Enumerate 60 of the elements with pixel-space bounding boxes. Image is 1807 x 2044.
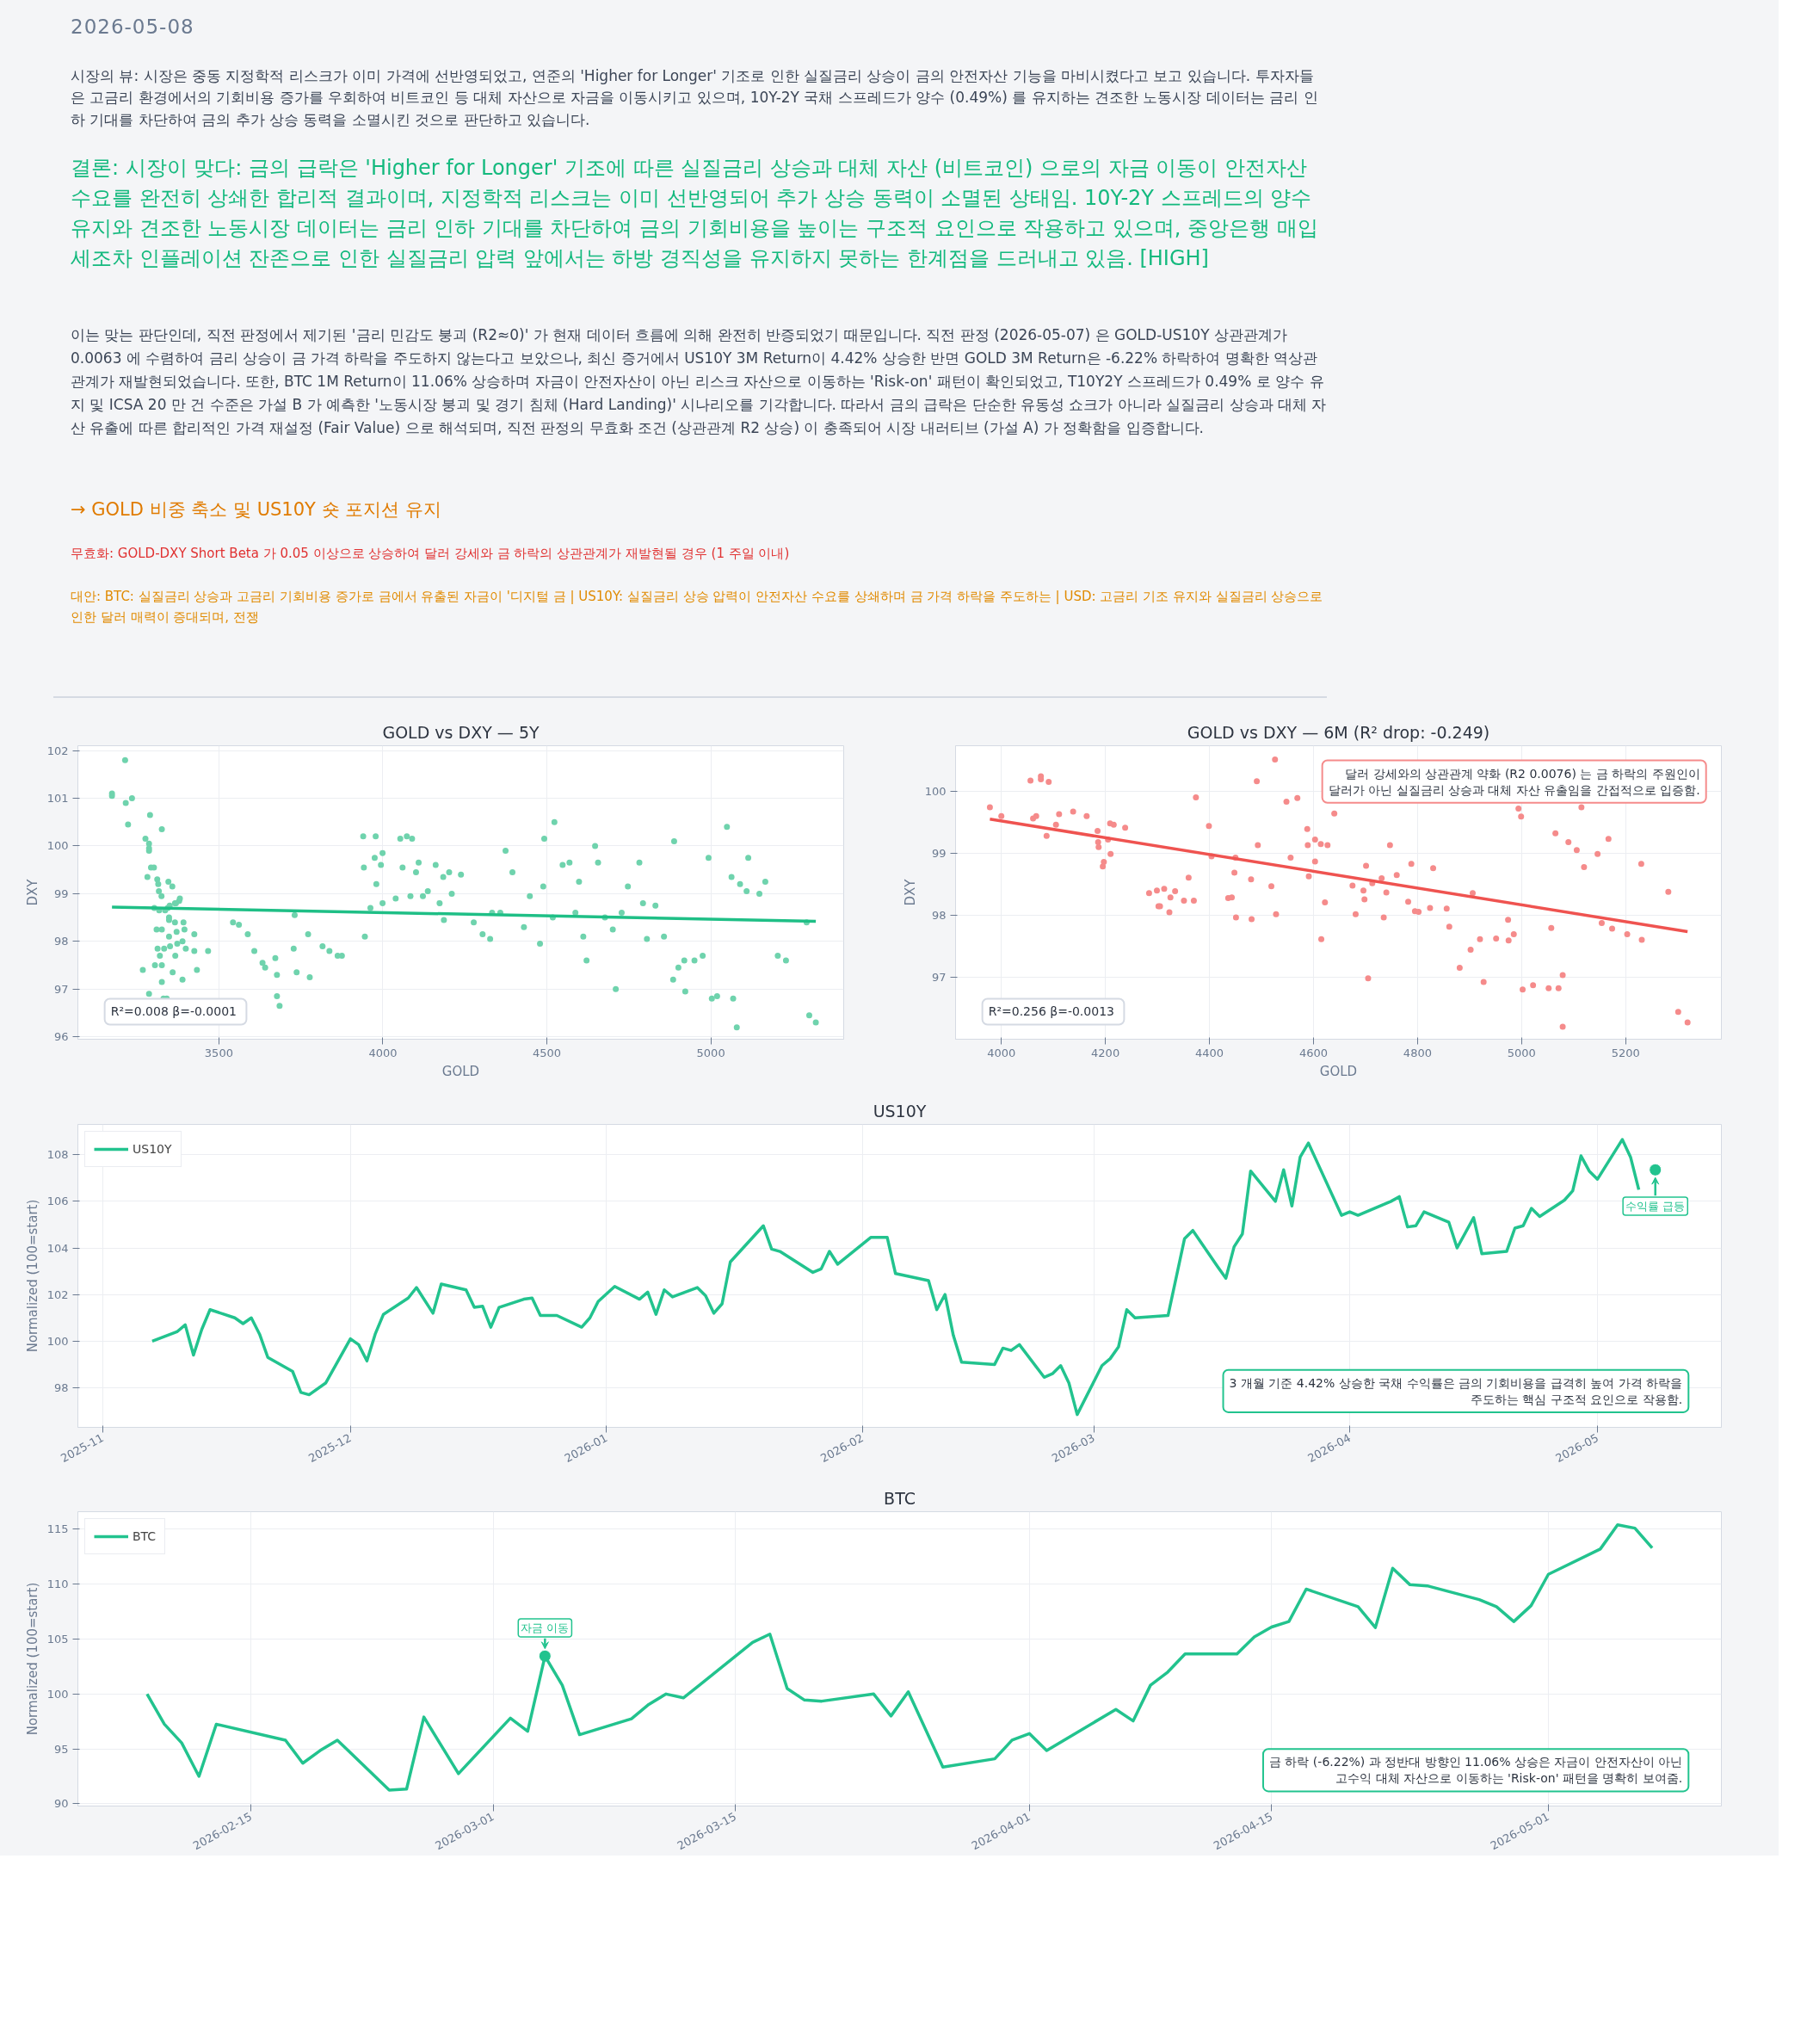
y-tick-label: 108 [46,1148,69,1162]
x-axis-title: GOLD [441,1063,480,1079]
text: 2026-05-08 [71,15,195,40]
x-tick-label: 4600 [1298,1046,1329,1059]
y-tick-label: 97 [931,971,947,985]
y-axis-title: Normalized (100=start) [24,1582,40,1736]
y-tick-label: 102 [46,744,69,757]
y-tick-label: 99 [931,846,947,860]
text: 무효화: GOLD-DXY Short Beta 가 0.05 이상으로 상승하여 달러 강세와 금 하락의 상관관계가 재발현될 경우 (1 주일 이내) [71,545,791,564]
chart-title: US10Y [873,1101,927,1121]
y-tick-label: 105 [46,1632,69,1646]
y-tick-label: 106 [46,1195,69,1208]
y-tick-label: 115 [46,1522,69,1536]
text: → GOLD 비중 축소 및 US10Y 숏 포지션 유지 [71,498,442,522]
annotation: 달러 강세와의 상관관계 약화 (R2 0.0076) 는 금 하락의 주원인이 달러가 아닌 실질금리 상승과 대체 자산 유출임을 간접적으로 입증함. [1328,766,1700,797]
annotation: R²=0.256 β=-0.0013 [988,1004,1114,1019]
y-tick-label: 98 [931,909,947,923]
x-tick-label: 4000 [368,1046,398,1059]
y-tick-label: 97 [53,982,69,996]
y-axis-title: Normalized (100=start) [24,1199,40,1353]
y-tick-label: 98 [53,935,69,948]
y-tick-label: 96 [53,1030,69,1044]
x-tick-label: 4800 [1403,1046,1432,1059]
annotation: 3 개월 기준 4.42% 상승한 국채 수익률은 금의 기회비용을 급격히 높여 가격 하락을 주도하는 핵심 구조적 요인으로 작용함. [1229,1375,1683,1406]
x-tick-label: 3500 [204,1046,233,1059]
y-tick-label: 98 [53,1380,69,1394]
y-tick-label: 100 [46,1334,69,1348]
y-tick-label: 100 [46,1687,69,1701]
y-axis-title: DXY [902,878,918,906]
y-tick-label: 90 [53,1797,69,1811]
text: 결론: 시장이 맞다: 금의 급락은 'Higher for Longer' 기조에 따른 실질금리 상승과 대체 자산 (비트코인) 으로의 자금 이동이 안전자산 수요를 완전히 상쇄한 합리적 결과이며, 지정학적 리스크는 이미 선반영되어 추가 상승 동력이 소멸된 상태임. 10Y-2Y 스프레드의 양수 유지와 견조한 노동시장 데이터는 금리 인하 기대를 차단하여 금의 기회비용을 높이는 구조적 요인으로 작용하고 있으며, 중앙은행 매입세조차 인플레이션 잔존으로 인한 실질금리 압력 앞에서는 하방 경직성을 유지하지 못하는 한계점을 드러내고 있음. [HIGH] [71,155,1319,272]
annotation: 자금 이동 [521,1621,570,1634]
x-tick-label: 4400 [1195,1046,1224,1059]
text: 이는 맞는 판단인데, 직전 판정에서 제기된 '금리 민감도 붕괴 (R2≈0)' 가 현재 데이터 흐름에 의해 완전히 반증되었기 때문입니다. 직전 판정 (2026-05-07) 은 GOLD-US10Y 상관관계가 0.0063 에 수렴하여 금리 상승이 금 가격 하락을 주도하지 않는다고 보았으나, 최신 증거에서 US10Y 3M Return이 4.42% 상승한 반면 GOLD 3M Return은 -6.22% 하락하여 명확한 역상관 관계가 재발현되었습니다. 또한, BTC 1M Return이 11.06% 상승하며 자금이 안전자산이 아닌 리스크 자산으로 이동하는 'Risk-on' 패턴이 확인되었고, T10Y2Y 스프레드가 0.49% 로 양수 유지 및 ICSA 20 만 건 수준은 가설 B 가 예측한 '노동시장 붕괴 및 경기 침체 (Hard Landing)' 시나리오를 기각합니다. 따라서 금의 급락은 단순한 유동성 쇼크가 아니라 실질금리 상승과 대체 자산 유출에 따른 합리적인 가격 재설정 (Fair Value) 으로 해석되며, 직전 판정의 무효화 조건 (상관관계 R2 상승) 이 충족되어 시장 내러티브 (가설 A) 가 정확함을 입증합니다. [71,324,1327,439]
x-tick-label: 5000 [1507,1046,1536,1059]
chart-title: BTC [884,1488,916,1508]
x-tick-label: 4200 [1091,1046,1120,1059]
chart-title: GOLD vs DXY — 6M (R² drop: -0.249) [1187,722,1490,742]
y-axis-title: DXY [24,878,40,906]
x-tick-label: 4000 [987,1046,1016,1059]
y-tick-label: 99 [53,886,69,900]
y-tick-label: 104 [46,1241,69,1255]
chart-title: GOLD vs DXY — 5Y [382,722,540,742]
x-tick-label: 4500 [533,1046,562,1059]
text: 시장의 뷰: 시장은 중동 지정학적 리스크가 이미 가격에 선반영되었고, 연준의 'Higher for Longer' 기조로 인한 실질금리 상승이 금의 안전자산 기능을 마비시켰다고 보고 있습니다. 투자자들은 고금리 환경에서의 기회비용 증가를 우회하여 비트코인 등 대체 자산으로 자금을 이동시키고 있으며, 10Y-2Y 국채 스프레드가 양수 (0.49%) 를 유지하는 견조한 노동시장 데이터는 금리 인하 기대를 차단하여 금의 추가 상승 동력을 소멸시킨 것으로 판단하고 있습니다. [71,65,1319,130]
y-tick-label: 101 [46,791,69,805]
text: 대안: BTC: 실질금리 상승과 고금리 기회비용 증가로 금에서 유출된 자금이 '디지털 금 | US10Y: 실질금리 상승 압력이 안전자산 수요를 상쇄하며 금 가격 하락을 주도하는 | USD: 고금리 기조 유지와 실질금리 상승으로 인한 달러 매력이 증대되며, 전쟁 [71,587,1324,627]
annotation: R²=0.008 β=-0.0001 [110,1004,237,1019]
annotation: 수익률 급등 [1625,1199,1686,1213]
legend-label: US10Y [133,1141,172,1156]
x-axis-title: GOLD [1319,1063,1358,1079]
y-tick-label: 102 [46,1288,69,1301]
annotation: 금 하락 (-6.22%) 과 정반대 방향인 11.06% 상승은 자금이 안전자산이 아닌 고수익 대체 자산으로 이동하는 'Risk-on' 패턴을 명확히 보여줌. [1268,1755,1683,1786]
y-tick-label: 100 [46,839,69,853]
y-tick-label: 110 [46,1578,69,1591]
x-tick-label: 5000 [696,1046,725,1059]
y-tick-label: 95 [53,1742,69,1756]
x-tick-label: 5200 [1611,1046,1640,1059]
y-tick-label: 100 [924,784,947,798]
legend-label: BTC [133,1528,157,1543]
